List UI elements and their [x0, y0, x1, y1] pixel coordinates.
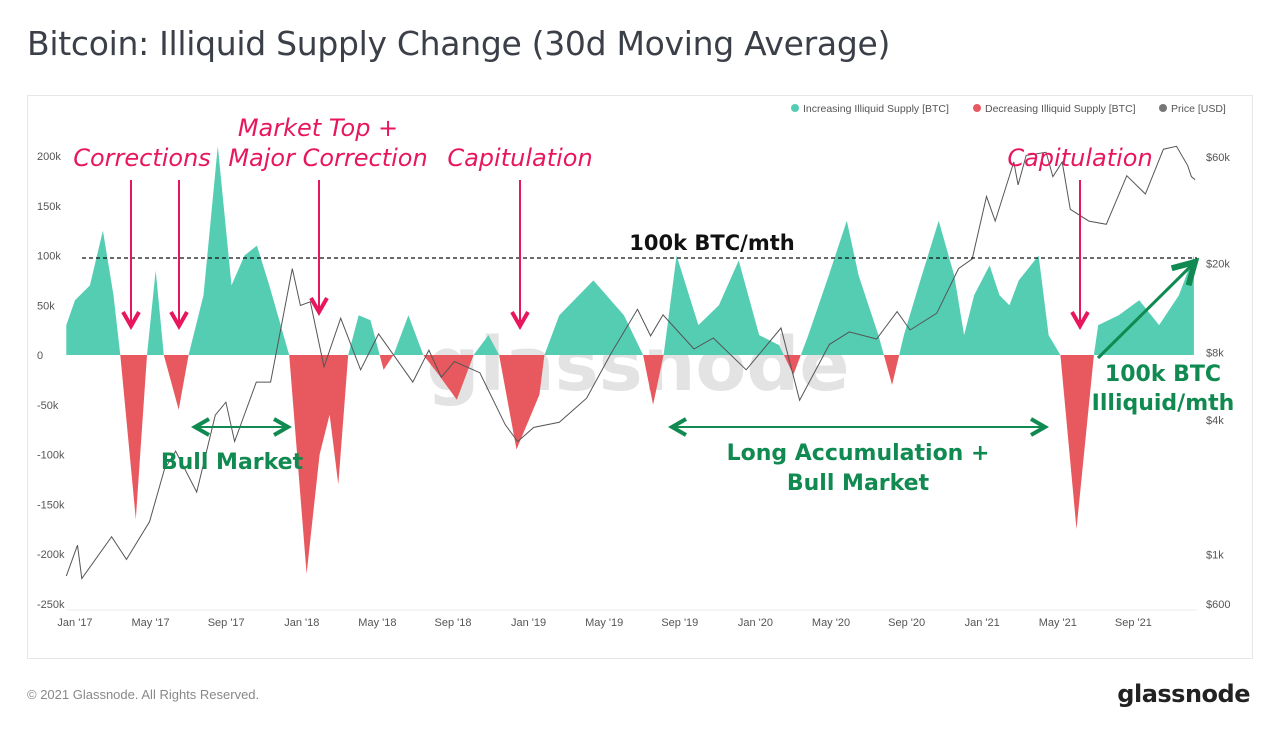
- y-right-tick-label: $600: [1206, 599, 1230, 611]
- page-title: Bitcoin: Illiquid Supply Change (30d Mov…: [27, 24, 891, 63]
- annotations: Corrections Market Top + Major Correctio…: [73, 114, 1234, 496]
- footer-copyright: © 2021 Glassnode. All Rights Reserved.: [27, 687, 260, 702]
- annotation-capitulation-2021: Capitulation: [1007, 144, 1152, 172]
- x-tick-label: Jan '17: [57, 617, 92, 629]
- y-left-tick-label: -100k: [37, 450, 65, 462]
- y-left-tick-label: 0: [37, 350, 43, 362]
- y-right-tick-label: $60k: [1206, 152, 1230, 164]
- y-left-tick-label: 50k: [37, 300, 55, 312]
- annotation-major-correction: Major Correction: [228, 144, 427, 172]
- y-left-tick-label: 100k: [37, 251, 61, 263]
- x-tick-label: Sep '20: [888, 617, 925, 629]
- x-tick-label: Sep '21: [1115, 617, 1152, 629]
- x-tick-label: Jan '19: [511, 617, 546, 629]
- annotation-bull-market-2: Bull Market: [787, 471, 930, 496]
- annotation-long-accumulation: Long Accumulation +: [727, 441, 990, 466]
- y-left-tick-label: -150k: [37, 499, 65, 511]
- arrow-illiquid-trend: [1096, 262, 1195, 360]
- x-tick-label: May '20: [812, 617, 850, 629]
- annotation-reference-line: 100k BTC/mth: [629, 231, 794, 255]
- y-left-tick-label: 150k: [37, 201, 61, 213]
- annotation-market-top: Market Top +: [238, 114, 398, 142]
- x-tick-label: Sep '19: [661, 617, 698, 629]
- x-tick-label: Sep '18: [435, 617, 472, 629]
- y-left-tick-label: -200k: [37, 549, 65, 561]
- x-tick-label: Jan '18: [284, 617, 319, 629]
- y-right-tick-label: $20k: [1206, 259, 1230, 271]
- y-left-tick-label: 200k: [37, 151, 61, 163]
- y-left-tick-label: -250k: [37, 599, 65, 611]
- y-left-tick-label: -50k: [37, 400, 59, 412]
- annotation-corrections: Corrections: [73, 144, 211, 172]
- annotation-capitulation-2018: Capitulation: [447, 144, 592, 172]
- legend: Increasing Illiquid Supply [BTC] Decreas…: [791, 103, 1226, 115]
- legend-increasing[interactable]: Increasing Illiquid Supply [BTC]: [803, 103, 949, 115]
- annotation-bull-market: Bull Market: [161, 450, 304, 475]
- y-right-tick-label: $8k: [1206, 348, 1224, 360]
- x-tick-label: May '18: [358, 617, 396, 629]
- x-tick-label: May '21: [1039, 617, 1077, 629]
- x-tick-label: Sep '17: [208, 617, 245, 629]
- legend-swatch-decreasing: [973, 104, 981, 112]
- y-right-tick-label: $1k: [1206, 549, 1224, 561]
- x-tick-label: Jan '20: [738, 617, 773, 629]
- legend-swatch-price: [1159, 104, 1167, 112]
- legend-swatch-increasing: [791, 104, 799, 112]
- x-tick-label: May '17: [132, 617, 170, 629]
- chart-frame: [27, 95, 1253, 659]
- decreasing-supply-area: [66, 355, 1194, 574]
- watermark: glassnode: [426, 322, 849, 408]
- y-right-tick-label: $4k: [1206, 415, 1224, 427]
- legend-price[interactable]: Price [USD]: [1171, 103, 1226, 115]
- x-tick-label: May '19: [585, 617, 623, 629]
- x-tick-label: Jan '21: [965, 617, 1000, 629]
- footer-logo: glassnode: [1117, 680, 1250, 708]
- legend-decreasing[interactable]: Decreasing Illiquid Supply [BTC]: [985, 103, 1136, 115]
- annotation-illiquid-2: Illiquid/mth: [1092, 391, 1235, 416]
- annotation-illiquid-1: 100k BTC: [1105, 362, 1221, 387]
